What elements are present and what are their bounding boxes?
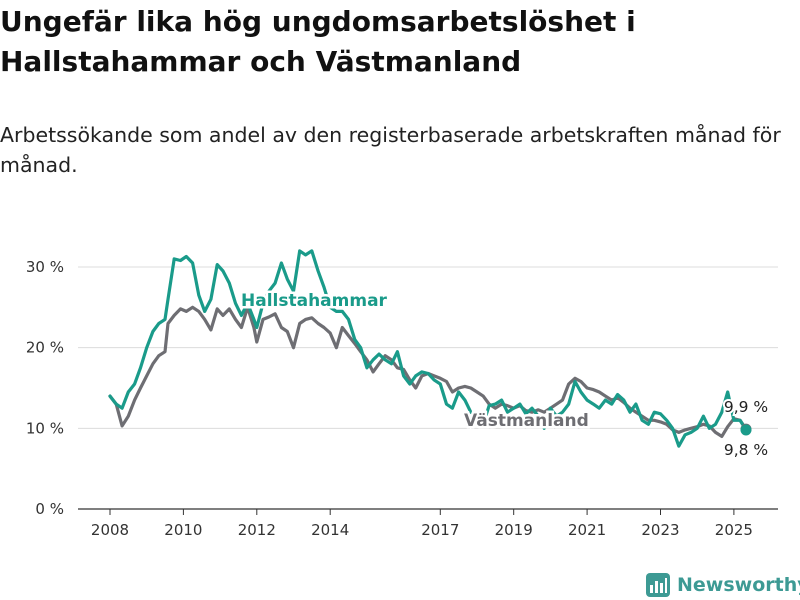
bar-chart-logo-icon [646, 573, 670, 597]
x-tick-label: 2012 [238, 521, 276, 539]
brand-name: Newsworthy [677, 574, 800, 596]
series-layer [108, 249, 752, 448]
x-tick-label: 2008 [91, 521, 129, 539]
x-tick-label: 2025 [715, 521, 753, 539]
series-line-hallstahammar [108, 249, 748, 448]
x-tick-label: 2017 [421, 521, 459, 539]
x-tick-label: 2023 [641, 521, 679, 539]
x-tick-label: 2014 [311, 521, 349, 539]
x-tick-label: 2021 [568, 521, 606, 539]
x-tick-label: 2010 [164, 521, 202, 539]
newsworthy-brand: Newsworthy [645, 570, 800, 600]
y-tick-label: 0 % [35, 500, 64, 518]
series-label-hallstahammar: Hallstahammar [241, 291, 388, 311]
y-axis: 0 % 10 % 20 % 30 % [26, 258, 64, 518]
series-label-vastmanland: Västmanland [464, 411, 589, 431]
chart-subtitle: Arbetssökande som andel av den registerb… [0, 123, 781, 177]
x-axis: 2008 2010 2012 2014 2017 2019 2021 2023 2025 [91, 509, 753, 539]
y-tick-label: 30 % [26, 258, 64, 276]
chart-title: Ungefär lika hög ungdomsarbetslöshet i H… [0, 5, 636, 78]
grid-layer [78, 266, 778, 510]
end-value-hallstahammar: 9,8 % [724, 441, 768, 459]
y-tick-label: 10 % [26, 419, 64, 437]
x-tick-label: 2019 [495, 521, 533, 539]
end-value-vastmanland: 9,9 % [724, 398, 768, 416]
y-tick-label: 20 % [26, 339, 64, 357]
label-layer: Västmanland Hallstahammar 9,9 % 9,8 % [239, 289, 771, 462]
end-point-hallstahammar [740, 424, 752, 436]
